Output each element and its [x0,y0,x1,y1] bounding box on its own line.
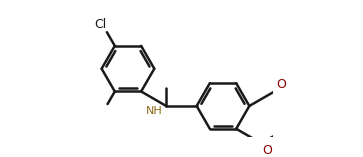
Text: Cl: Cl [94,18,106,31]
Text: NH: NH [146,106,163,116]
Text: O: O [276,78,286,91]
Text: O: O [262,144,273,157]
